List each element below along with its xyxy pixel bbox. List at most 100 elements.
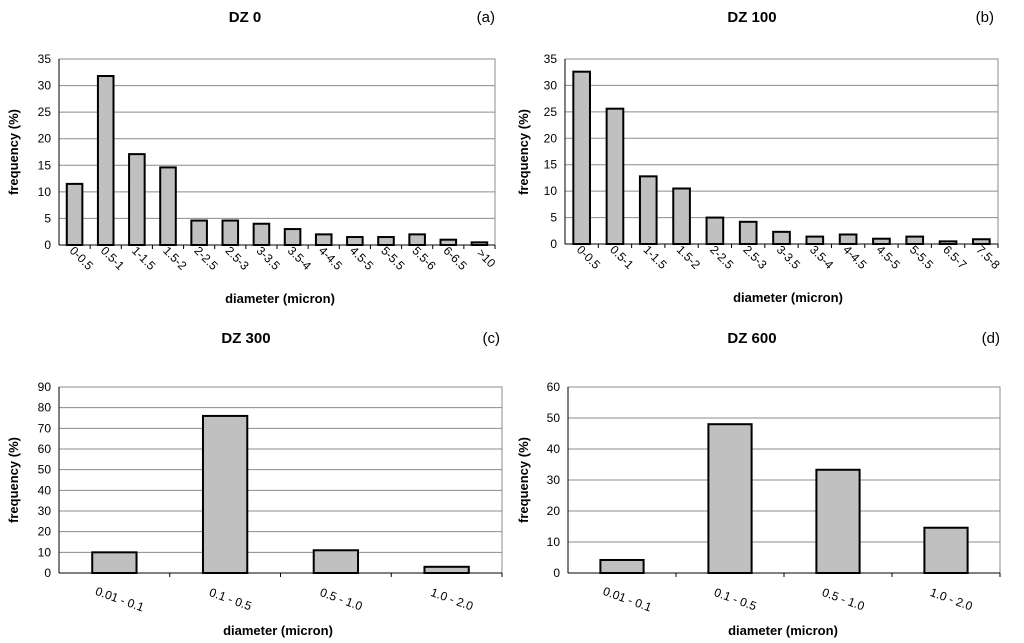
y-tick-label: 30 [38,79,52,93]
y-tick-label: 30 [547,473,561,487]
y-tick-label: 0 [44,566,51,580]
x-tick-label: 2.5-3 [740,243,769,272]
y-tick-label: 40 [547,442,561,456]
panel-label-d: (d) [982,330,1000,347]
bar-a-4 [190,219,208,247]
y-tick-label: 30 [544,78,558,92]
bar-b-9 [872,237,891,245]
x-tick-label: 3-3.5 [254,244,283,273]
x-tick-label: 1-1.5 [640,243,669,272]
x-tick-label: 6.5-7 [940,243,969,272]
y-axis-title-b: frequency (%) [516,109,531,195]
x-axis-title-c: diameter (micron) [223,623,333,638]
chart-title-b: DZ 100 [727,9,776,26]
x-axis-title-b: diameter (micron) [733,290,843,305]
x-tick-label: 1-1.5 [129,244,158,273]
y-tick-label: 5 [550,211,557,225]
bar-a-6 [252,222,271,247]
y-tick-label: 0 [553,566,560,580]
y-tick-label: 10 [38,185,52,199]
bar-d-3 [923,526,969,574]
chart-panel-b: DZ 100 (b) 0 5 10 15 20 25 30 35 0-0.5 0.5-1 1-1.5 1.… [516,9,1003,305]
panel-label-b: (b) [976,9,994,26]
y-tick-label: 20 [547,504,561,518]
x-tick-label: 4.5-5 [874,243,903,272]
x-tick-label: 3.5-4 [807,243,836,272]
bar-b-6 [772,230,791,245]
panel-label-a: (a) [477,9,495,26]
bar-b-0 [572,70,591,245]
bar-b-7 [805,235,825,246]
chart-title-c: DZ 300 [221,330,270,347]
x-tick-label: 2.5-3 [222,244,251,273]
x-tick-label: 1.0 - 2.0 [429,585,475,613]
x-tick-label: 0.5-1 [98,244,127,273]
bar-c-0 [91,551,138,574]
y-tick-label: 50 [38,463,52,477]
y-tick-label: 10 [544,184,558,198]
bar-b-5 [738,220,758,246]
x-tick-label: 3-3.5 [774,243,803,272]
y-tick-label: 10 [547,535,561,549]
bar-d-1 [707,423,753,575]
y-tick-label: 20 [38,132,52,146]
x-tick-label: 1.0 - 2.0 [928,585,974,613]
x-tick-label: 0.5 - 1.0 [820,585,866,613]
y-tick-label: 20 [38,525,52,539]
x-tick-label: 5.5-6 [409,244,438,273]
bar-a-11 [408,233,426,247]
bar-a-0 [65,182,84,246]
y-tick-label: 25 [544,105,558,119]
y-axis-title-a: frequency (%) [6,109,21,195]
y-axis-title-c: frequency (%) [6,437,21,523]
y-tick-label: 10 [38,545,52,559]
bar-a-9 [346,236,364,246]
x-axis-title-a: diameter (micron) [225,291,335,306]
y-tick-label: 70 [38,421,52,435]
bar-b-4 [705,216,725,245]
chart-panel-a: DZ 0 (a) 0 5 10 15 20 25 30 35 0-0.5 0.5-1 1-1.5 1.5-… [6,9,499,306]
bar-a-7 [283,228,302,247]
bar-a-2 [128,153,146,246]
plot-area [58,386,503,574]
x-tick-label: 0-0.5 [574,243,603,272]
bar-b-11 [938,240,958,246]
bar-b-8 [838,233,858,246]
y-tick-label: 15 [38,158,52,172]
x-tick-label: 2-2.5 [191,244,220,273]
chart-panel-c: DZ 300 (c) 0 10 20 30 40 50 60 70 80 90 0.01 - 0.1 0.… [6,330,503,638]
y-tick-label: 60 [547,380,561,394]
x-tick-label: 0.1 - 0.5 [712,585,758,613]
bar-a-3 [159,166,177,246]
x-axis-title-d: diameter (micron) [728,623,838,638]
y-tick-label: 90 [38,380,52,394]
y-tick-label: 25 [38,105,52,119]
bar-b-3 [672,187,691,245]
plot-area [58,58,496,246]
bar-b-10 [905,235,925,246]
x-tick-label: 4-4.5 [840,243,869,272]
x-tick-label: 6-6.5 [440,244,469,273]
x-tick-label: 3.5-4 [285,244,314,273]
bar-a-5 [221,219,240,247]
y-tick-label: 20 [544,131,558,145]
x-tick-label: 4.5-5 [347,244,376,273]
y-tick-label: 35 [38,52,52,66]
y-tick-label: 50 [547,411,561,425]
y-tick-label: 5 [44,211,51,225]
bar-a-8 [314,233,333,247]
x-tick-label: 2-2.5 [707,243,736,272]
bar-c-3 [423,565,470,574]
x-tick-label: 7.5-8 [974,243,1003,272]
y-tick-label: 60 [38,442,52,456]
bar-c-1 [201,414,249,574]
bar-b-12 [972,238,991,246]
x-tick-label: 0-0.5 [67,244,96,273]
x-tick-label: 0.1 - 0.5 [207,585,253,613]
chart-title-d: DZ 600 [727,330,776,347]
x-tick-label: 0.01 - 0.1 [94,584,147,615]
y-tick-label: 80 [38,401,52,415]
y-tick-label: 40 [38,483,52,497]
x-tick-label: 1.5-2 [674,243,703,272]
